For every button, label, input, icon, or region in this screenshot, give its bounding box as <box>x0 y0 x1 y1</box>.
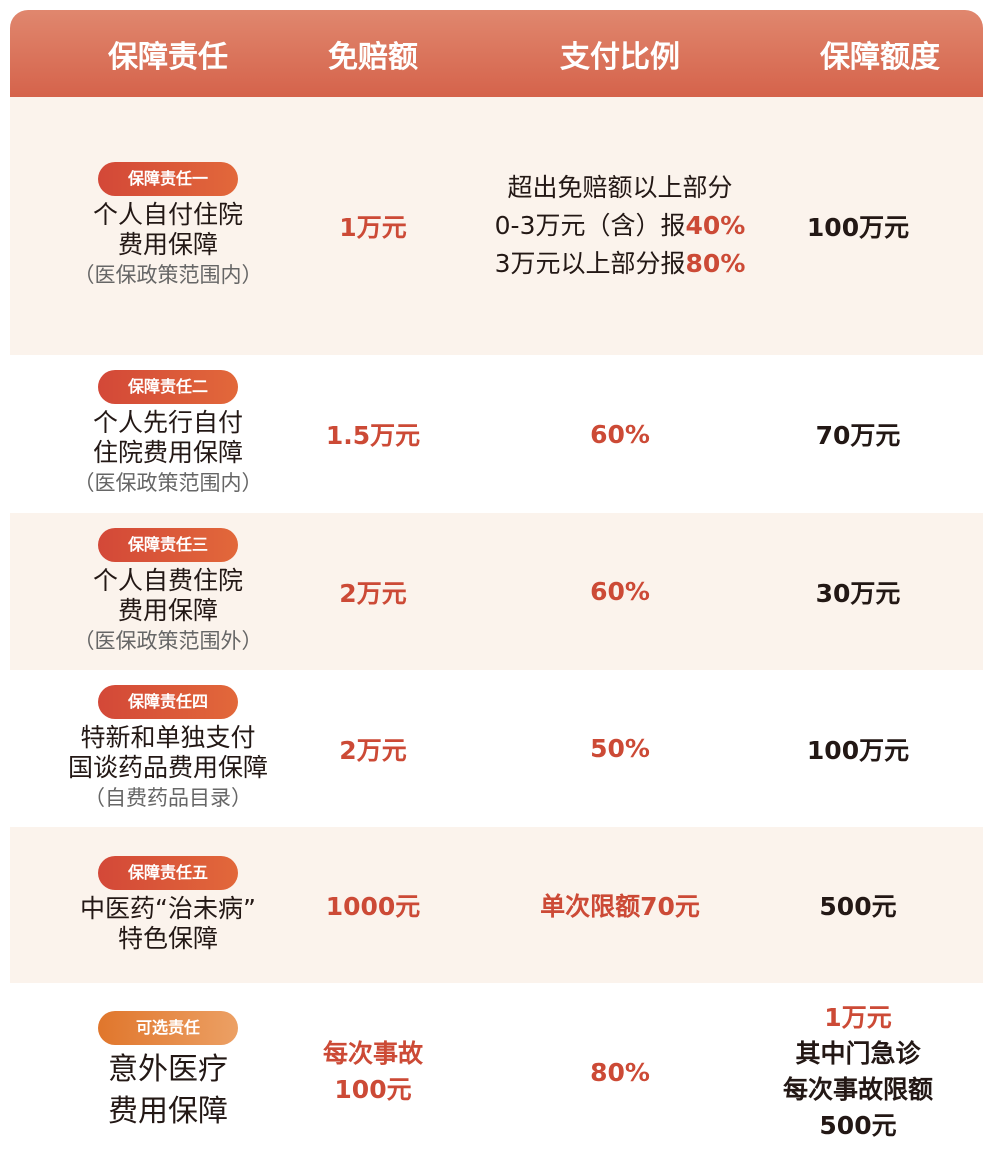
table-header: 保障责任 免赔额 支付比例 保障额度 <box>10 10 983 97</box>
coverage-limit: 500元 <box>819 892 897 921</box>
payment-ratio: 单次限额70元 <box>540 892 700 921</box>
table-row: 保障责任四 特新和单独支付 国谈药品费用保障 （自费药品目录） 2万元 50% … <box>10 670 983 827</box>
payment-ratio: 60% <box>590 419 650 449</box>
deductible-line: 100元 <box>334 1075 412 1104</box>
payment-line: 0-3万元（含）报 <box>494 211 686 240</box>
coverage-scope: （医保政策范围内） <box>73 471 263 495</box>
coverage-limit: 70万元 <box>815 421 901 450</box>
table-row: 保障责任五 中医药“治未病” 特色保障 1000元 单次限额70元 500元 <box>10 827 983 983</box>
deductible: 1万元 <box>339 213 407 242</box>
table-row: 保障责任一 个人自付住院 费用保障 （医保政策范围内） 1万元 超出免赔额以上部… <box>10 97 983 355</box>
coverage-name: 特新和单独支付 <box>80 722 256 752</box>
coverage-scope: （医保政策范围内） <box>73 263 263 287</box>
coverage-limit: 1万元 其中门急诊 每次事故限额 500元 <box>783 1000 933 1144</box>
coverage-cell: 保障责任五 中医药“治未病” 特色保障 <box>10 856 326 954</box>
deductible-line: 每次事故 <box>323 1039 424 1068</box>
header-coverage: 保障责任 <box>108 39 228 75</box>
payment-line: 超出免赔额以上部分 <box>507 173 733 202</box>
coverage-cell: 保障责任二 个人先行自付 住院费用保障 （医保政策范围内） <box>10 370 326 498</box>
coverage-name: 个人先行自付 <box>92 408 243 437</box>
coverage-name: 费用保障 <box>117 230 218 259</box>
coverage-cell: 保障责任一 个人自付住院 费用保障 （医保政策范围内） <box>10 162 326 290</box>
coverage-badge: 保障责任五 <box>98 856 238 890</box>
coverage-table: 保障责任 免赔额 支付比例 保障额度 保障责任一 个人自付住院 费用保障 （医保… <box>10 10 983 1161</box>
limit-line: 其中门急诊 <box>795 1039 921 1068</box>
deductible: 2万元 <box>339 735 407 765</box>
coverage-badge: 保障责任四 <box>98 684 238 719</box>
coverage-limit: 30万元 <box>815 578 901 608</box>
payment-ratio: 60% <box>590 577 650 606</box>
coverage-name: 国谈药品费用保障 <box>67 752 268 782</box>
payment-line: 3万元以上部分报 <box>494 249 686 278</box>
coverage-name: 费用保障 <box>117 595 218 625</box>
deductible: 1.5万元 <box>325 421 421 450</box>
header-limit: 保障额度 <box>820 39 940 75</box>
coverage-limit: 100万元 <box>806 735 910 765</box>
payment-highlight: 80% <box>685 249 746 278</box>
coverage-badge: 保障责任一 <box>98 162 238 196</box>
coverage-badge: 保障责任三 <box>98 527 238 562</box>
coverage-name: 中医药“治未病” <box>80 894 256 923</box>
coverage-badge: 保障责任二 <box>98 370 238 404</box>
coverage-scope: （自费药品目录） <box>84 785 252 810</box>
limit-line: 每次事故限额 <box>783 1075 934 1104</box>
coverage-name: 意外医疗 <box>108 1052 228 1087</box>
table-row: 保障责任三 个人自费住院 费用保障 （医保政策范围外） 2万元 60% 30万元 <box>10 513 983 670</box>
payment-highlight: 40% <box>685 211 746 240</box>
deductible: 1000元 <box>325 892 421 921</box>
payment-ratio: 超出免赔额以上部分 0-3万元（含）报40% 3万元以上部分报80% <box>420 169 820 283</box>
limit-line: 1万元 <box>824 1003 892 1032</box>
coverage-name: 特色保障 <box>117 924 218 953</box>
coverage-cell: 保障责任三 个人自费住院 费用保障 （医保政策范围外） <box>10 527 326 656</box>
optional-coverage-badge: 可选责任 <box>98 1011 238 1045</box>
header-payment-ratio: 支付比例 <box>560 39 680 75</box>
deductible: 2万元 <box>339 578 407 608</box>
payment-ratio: 80% <box>590 1057 650 1087</box>
coverage-name: 费用保障 <box>108 1094 228 1129</box>
payment-ratio: 50% <box>590 734 650 763</box>
header-deductible: 免赔额 <box>328 39 418 75</box>
table-row: 可选责任 意外医疗 费用保障 每次事故 100元 80% 1万元 其中门急诊 每… <box>10 983 983 1161</box>
limit-line: 500元 <box>819 1111 897 1140</box>
table-row: 保障责任二 个人先行自付 住院费用保障 （医保政策范围内） 1.5万元 60% … <box>10 355 983 513</box>
coverage-name: 个人自付住院 <box>92 200 243 229</box>
coverage-name: 个人自费住院 <box>92 565 243 595</box>
coverage-cell: 保障责任四 特新和单独支付 国谈药品费用保障 （自费药品目录） <box>10 684 326 813</box>
deductible: 每次事故 100元 <box>323 1036 424 1108</box>
coverage-scope: （医保政策范围外） <box>73 628 263 653</box>
coverage-limit: 100万元 <box>806 213 910 242</box>
coverage-name: 住院费用保障 <box>92 438 243 467</box>
coverage-cell: 可选责任 意外医疗 费用保障 <box>10 1011 326 1133</box>
